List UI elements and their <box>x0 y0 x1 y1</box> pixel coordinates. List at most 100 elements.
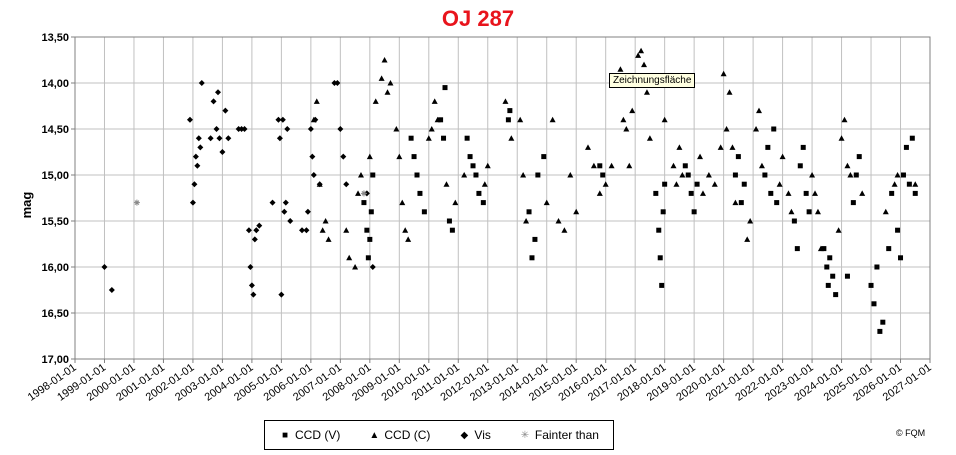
vis-point <box>214 89 221 96</box>
ccd-c-point <box>502 98 509 104</box>
legend-item-fainter: ✳ Fainter than <box>519 428 599 442</box>
ccd-c-point <box>561 227 568 233</box>
ccd-v-point <box>688 190 694 196</box>
ccd-c-point <box>723 126 730 132</box>
vis-point <box>253 227 260 234</box>
ccd-v-point <box>438 117 444 123</box>
ccd-v-point <box>909 135 915 141</box>
ccd-c-point <box>461 172 468 178</box>
ccd-v-point <box>844 273 850 279</box>
ccd-v-point <box>889 190 895 196</box>
ccd-c-point <box>322 218 329 224</box>
ccd-c-point <box>313 98 320 104</box>
ccd-v-point <box>771 126 777 132</box>
ccd-v-point <box>367 236 373 242</box>
ccd-v-point <box>833 292 839 298</box>
ccd-c-point <box>402 227 409 233</box>
ccd-v-point <box>691 209 697 215</box>
vis-point <box>278 291 285 298</box>
ccd-v-point <box>441 135 447 141</box>
ccd-c-point <box>841 116 848 123</box>
plot-area[interactable] <box>74 36 931 360</box>
asterisk-marker-icon: ✳ <box>520 429 530 441</box>
points-layer <box>101 47 919 334</box>
ccd-v-point <box>874 264 880 270</box>
vis-point <box>219 149 226 155</box>
ccd-v-point <box>906 181 912 187</box>
ccd-v-point <box>824 264 830 270</box>
vis-point <box>337 126 344 132</box>
ccd-c-point <box>378 75 385 81</box>
ccd-v-point <box>898 255 904 261</box>
ccd-c-point <box>399 199 406 206</box>
vis-point <box>198 80 205 86</box>
ccd-v-point <box>467 154 473 160</box>
ccd-v-point <box>662 181 668 187</box>
ccd-c-point <box>753 126 760 132</box>
vis-point <box>343 181 350 188</box>
triangle-marker-icon: ▲ <box>369 429 380 441</box>
ccd-v-point <box>880 319 886 325</box>
ccd-c-point <box>726 89 733 95</box>
vis-point <box>207 135 214 142</box>
ccd-v-point <box>868 282 874 288</box>
ccd-c-point <box>590 162 597 169</box>
vis-point <box>334 80 341 86</box>
vis-point <box>312 116 319 123</box>
ccd-v-point <box>364 227 370 233</box>
ccd-c-point <box>697 153 704 160</box>
square-marker-icon: ■ <box>281 429 289 441</box>
vis-point <box>241 126 248 132</box>
legend: ■ CCD (V) ▲ CCD (C) ◆ Vis ✳ Fainter than <box>264 420 614 450</box>
ccd-v-point <box>473 172 479 178</box>
ccd-v-point <box>411 154 417 160</box>
vis-point <box>269 199 276 206</box>
ccd-v-point <box>732 172 738 178</box>
ccd-c-point <box>758 162 765 169</box>
ccd-v-point <box>895 227 901 233</box>
ccd-v-point <box>476 190 482 196</box>
vis-point <box>251 236 258 243</box>
ccd-v-point <box>417 190 423 196</box>
fainter-than-point <box>133 199 140 206</box>
ccd-c-point <box>814 208 821 215</box>
ccd-v-point <box>505 117 511 123</box>
ccd-c-point <box>585 144 591 150</box>
ccd-c-point <box>729 144 736 150</box>
ccd-v-point <box>421 209 427 215</box>
ccd-c-point <box>387 80 394 86</box>
ccd-c-point <box>319 227 326 233</box>
vis-point <box>279 116 286 123</box>
ccd-c-point <box>788 208 795 215</box>
ccd-c-point <box>549 116 556 123</box>
ccd-c-point <box>646 135 653 141</box>
ccd-v-point <box>794 246 800 252</box>
ccd-c-point <box>717 144 724 150</box>
vis-point <box>281 208 288 215</box>
ccd-v-point <box>830 273 836 279</box>
vis-point <box>222 107 229 114</box>
vis-point <box>191 181 198 188</box>
ccd-v-point <box>912 190 918 196</box>
ccd-c-point <box>381 57 388 63</box>
ccd-c-point <box>720 70 727 77</box>
ccd-v-point <box>365 255 371 261</box>
vis-point <box>275 116 282 123</box>
vis-point <box>316 181 323 188</box>
ccd-c-point <box>670 162 677 169</box>
ccd-c-point <box>405 236 412 242</box>
ccd-c-point <box>744 236 751 242</box>
ccd-c-point <box>817 245 824 252</box>
vis-point <box>282 199 289 206</box>
y-tick-label: 13,50 <box>41 32 69 44</box>
ccd-v-point <box>656 227 662 233</box>
ccd-v-point <box>856 154 862 160</box>
ccd-v-point <box>738 200 744 206</box>
ccd-c-point <box>343 227 350 233</box>
ccd-c-point <box>679 172 686 178</box>
ccd-c-point <box>523 218 530 224</box>
axis-layer: 13,50 14,00 14,50 15,00 15,50 16,00 16,50 17,00… <box>26 32 934 404</box>
y-tick-label: 17,00 <box>41 354 69 366</box>
ccd-c-point <box>635 52 642 58</box>
ccd-v-point <box>507 108 513 114</box>
